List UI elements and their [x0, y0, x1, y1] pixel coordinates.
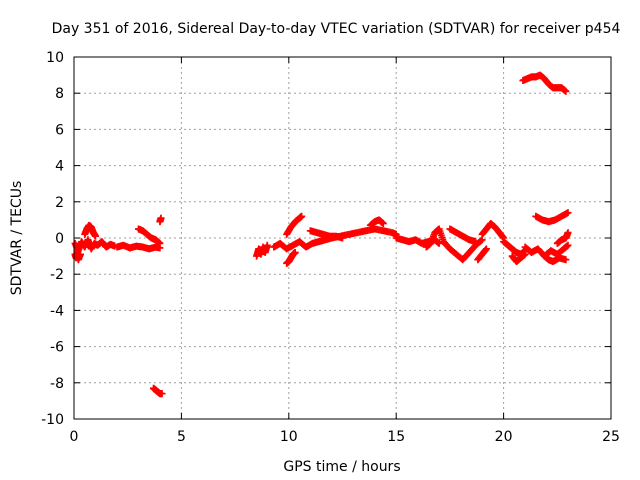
- data-segment: [439, 236, 486, 264]
- data-segment: [540, 252, 570, 266]
- x-tick-label: 15: [387, 429, 405, 445]
- data-segment: [328, 225, 400, 242]
- data-point: [477, 237, 485, 245]
- y-tick-labels: 10 8 6 4 2 0 -2 -4 -6 -8 -10: [41, 50, 64, 428]
- data-point: [482, 245, 490, 253]
- data-segment: [253, 241, 271, 260]
- data-segment: [149, 384, 166, 398]
- x-tick-label: 25: [602, 429, 620, 445]
- data-point: [379, 220, 387, 228]
- y-tick-label: 8: [55, 86, 64, 102]
- y-tick-label: -6: [50, 340, 64, 356]
- y-tick-label: -8: [50, 376, 64, 392]
- data-segment: [156, 214, 165, 226]
- data-segment: [474, 245, 490, 264]
- chart-title: Day 351 of 2016, Sidereal Day-to-day VTE…: [52, 21, 621, 37]
- data-point: [472, 238, 480, 246]
- y-tick-label: 2: [55, 195, 64, 211]
- data-segment: [521, 241, 572, 260]
- x-tick-label: 0: [70, 429, 79, 445]
- x-tick-label: 10: [280, 429, 298, 445]
- data-segment: [270, 234, 336, 253]
- data-point: [562, 256, 570, 264]
- data-point: [564, 229, 572, 237]
- data-segment: [113, 241, 164, 253]
- data-segment: [478, 220, 508, 242]
- data-point: [158, 390, 166, 398]
- data-segment: [134, 225, 164, 247]
- data-point: [76, 250, 84, 258]
- data-segment: [283, 212, 306, 238]
- data-point: [564, 241, 572, 249]
- data-segment: [71, 248, 84, 264]
- data-segment: [71, 236, 119, 255]
- data-point: [91, 232, 99, 240]
- y-tick-label: -10: [41, 412, 64, 428]
- data-segment: [81, 221, 99, 240]
- y-tick-label: -2: [50, 267, 64, 283]
- data-point: [156, 239, 164, 247]
- data-point: [291, 248, 299, 256]
- data-point: [564, 209, 572, 217]
- data-segment: [532, 209, 572, 226]
- data-point: [157, 214, 165, 222]
- y-tick-label: 10: [46, 50, 64, 66]
- data-segment: [422, 225, 447, 251]
- data-segment: [446, 225, 480, 246]
- x-tick-labels: 0 5 10 15 20 25: [70, 429, 620, 445]
- data-segment: [508, 250, 529, 266]
- data-point: [562, 87, 570, 95]
- axis-ticks: [73, 56, 612, 420]
- data-segment: [283, 248, 299, 267]
- y-tick-label: 0: [55, 231, 64, 247]
- data-point: [521, 250, 529, 258]
- data-segment: [366, 216, 387, 229]
- y-tick-label: 4: [55, 159, 64, 175]
- data-point: [298, 212, 306, 220]
- data-segment: [553, 229, 572, 247]
- data-points: [71, 71, 572, 398]
- x-tick-label: 5: [177, 429, 186, 445]
- data-segment: [519, 71, 570, 95]
- y-tick-label: 6: [55, 122, 64, 138]
- x-tick-label: 20: [495, 429, 513, 445]
- y-tick-label: -4: [50, 303, 64, 319]
- x-axis-label: GPS time / hours: [283, 459, 400, 475]
- y-axis-label: SDTVAR / TECUs: [9, 181, 25, 296]
- data-point: [263, 241, 271, 249]
